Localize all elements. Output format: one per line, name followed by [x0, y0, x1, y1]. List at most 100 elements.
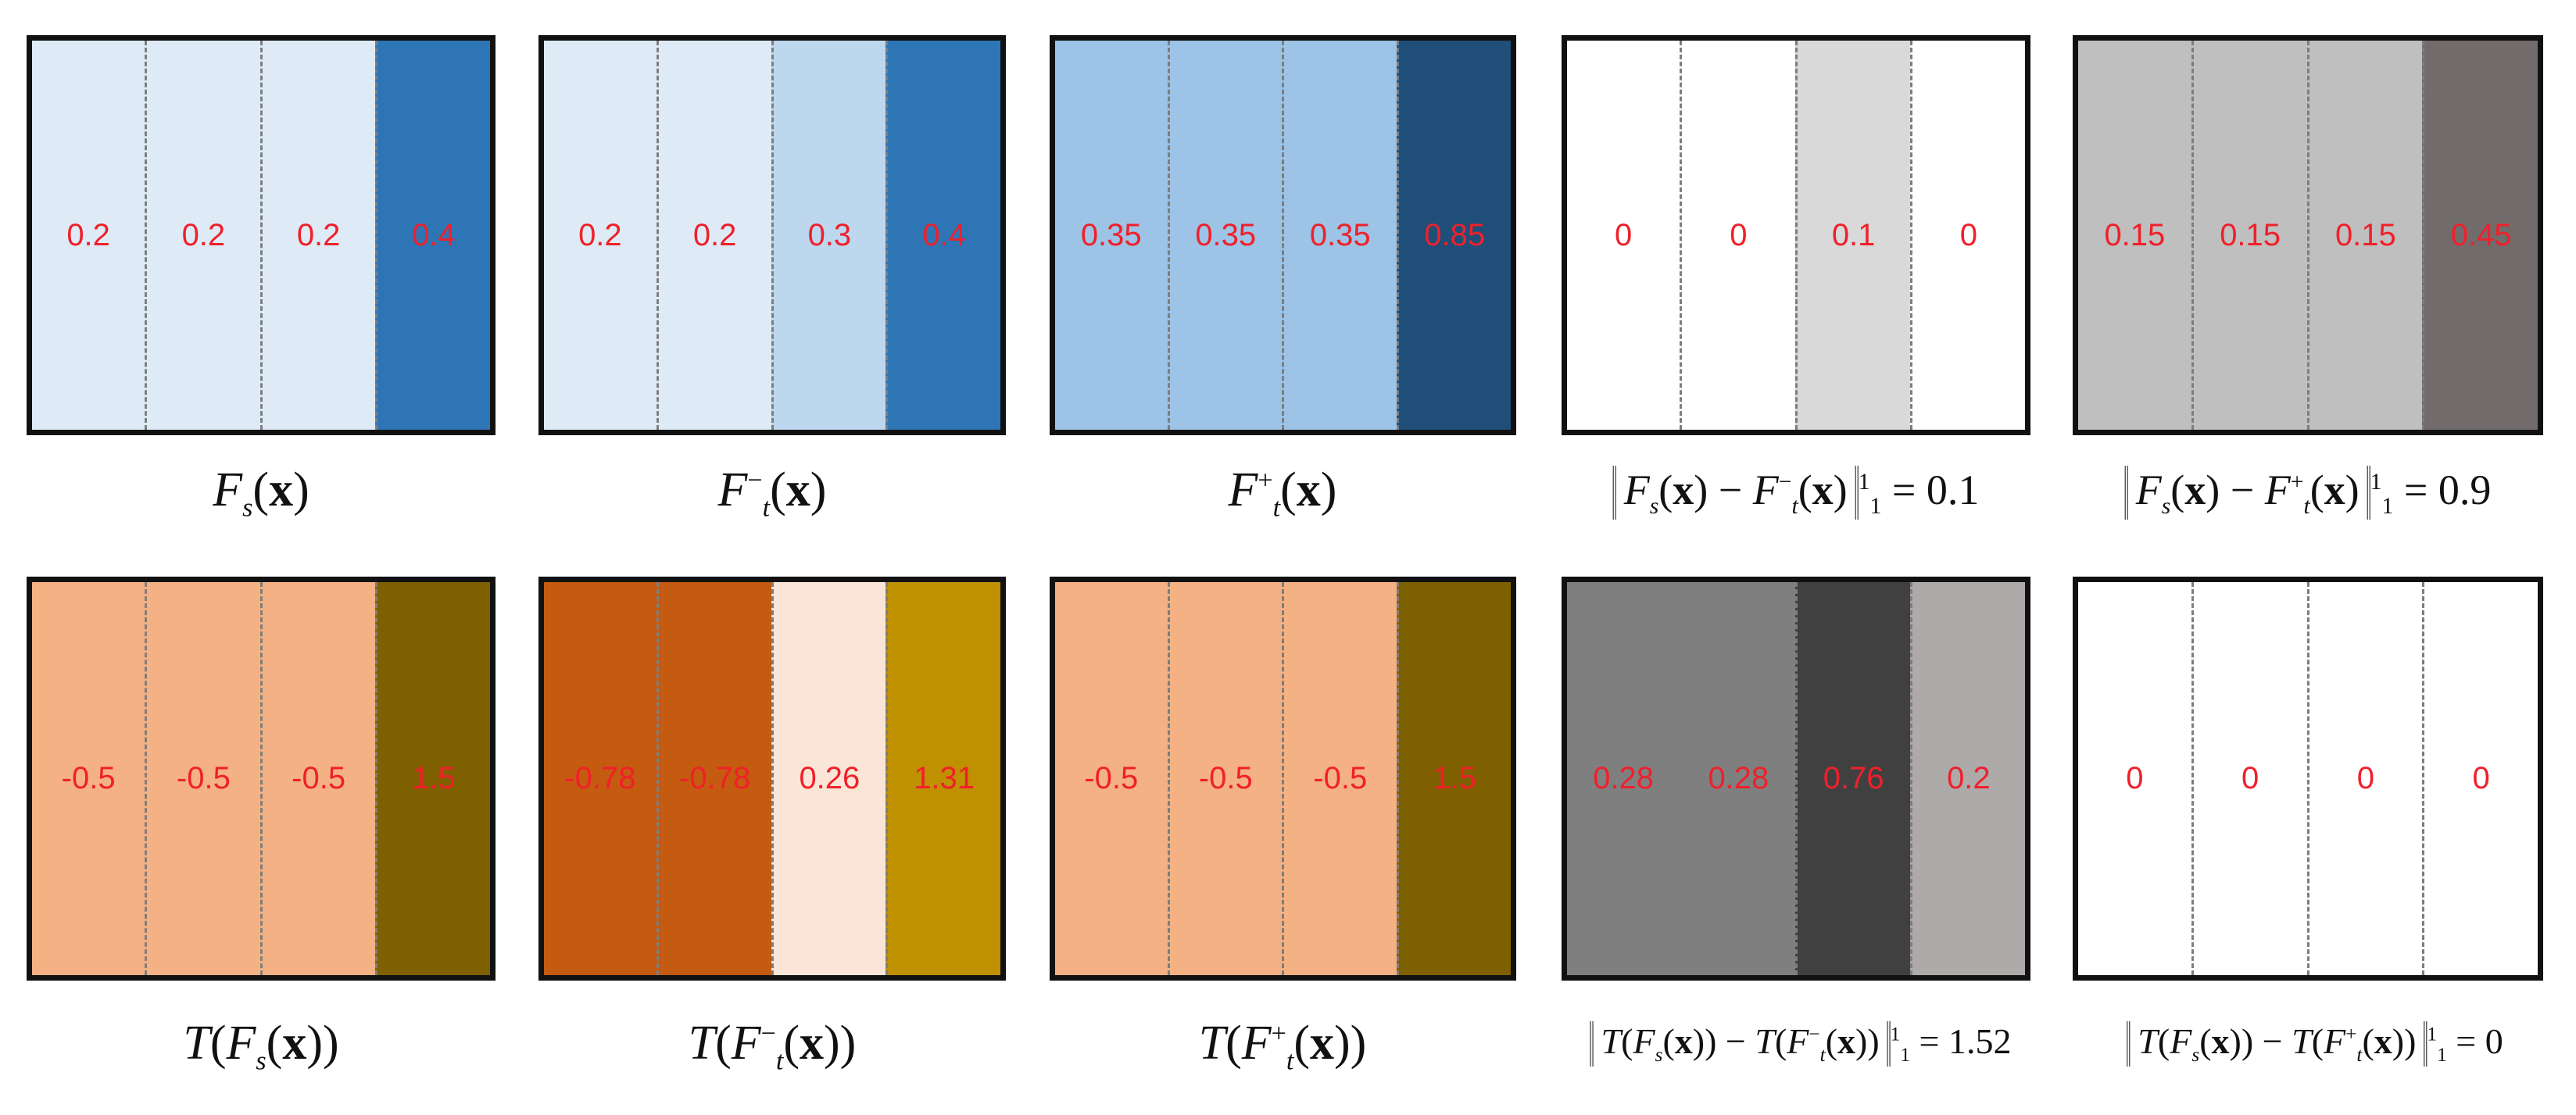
caption-norm-t-ftminus: T(Fs(x)) − T(F−t(x)) 11 = 1.52: [1590, 1020, 2011, 1067]
cell: 0: [2306, 582, 2423, 975]
caption-ft-minus: F−t(x): [717, 463, 827, 523]
cell-value: 0.45: [2450, 217, 2512, 252]
cell: 0.15: [2191, 41, 2307, 430]
cell: 0.76: [1794, 582, 1910, 975]
cell-value: 0: [2241, 761, 2259, 795]
cell: 0.2: [544, 41, 657, 430]
cell: 0.15: [2078, 41, 2191, 430]
cell: 1.31: [886, 582, 1000, 975]
cell-value: 0.2: [66, 217, 110, 252]
cell: 0: [2191, 582, 2307, 975]
cell: 0.2: [259, 41, 375, 430]
cell-value: 0.2: [692, 217, 737, 252]
panel-ft-plus: 0.35 0.35 0.35 0.85: [1050, 35, 1516, 435]
panel-ft-minus: 0.2 0.2 0.3 0.4: [538, 35, 1006, 435]
cell-value: 0: [2472, 761, 2490, 795]
cell: 0.45: [2422, 41, 2538, 430]
cell: -0.5: [259, 582, 375, 975]
cell-value: 0.35: [1195, 217, 1257, 252]
cell-value: 0.2: [296, 217, 341, 252]
cell-value: 0: [2126, 761, 2144, 795]
caption-t-ftplus: T(F+t(x)): [1198, 1017, 1367, 1076]
cell: 0.28: [1680, 582, 1795, 975]
cell: 0.26: [771, 582, 886, 975]
cell-value: -0.78: [564, 761, 636, 795]
cell-value: -0.5: [1198, 761, 1253, 795]
cell: 0: [2422, 582, 2538, 975]
cell-value: -0.78: [679, 761, 751, 795]
cell: 0.15: [2306, 41, 2423, 430]
cell-value: 0.26: [799, 761, 860, 795]
cell-value: 0.4: [922, 217, 966, 252]
cell: 0: [1680, 41, 1795, 430]
cell-value: 0.15: [2220, 217, 2281, 252]
panel-t-ftplus: -0.5 -0.5 -0.5 1.5: [1050, 577, 1516, 981]
cell: 0.28: [1567, 582, 1680, 975]
cell: -0.78: [656, 582, 771, 975]
cell: 0.2: [1909, 582, 2025, 975]
cell-value: 0.15: [2104, 217, 2166, 252]
cell: -0.5: [1055, 582, 1168, 975]
cell: 0.85: [1396, 41, 1511, 430]
cell-value: 0.4: [412, 217, 456, 252]
cell: 0.35: [1167, 41, 1282, 430]
cell: 1.5: [1396, 582, 1511, 975]
cell: 0.4: [374, 41, 490, 430]
cell: 1.5: [374, 582, 490, 975]
cell-value: 0.2: [181, 217, 226, 252]
cell: 0: [1909, 41, 2025, 430]
cell-value: 0: [1615, 217, 1633, 252]
cell-value: 0.15: [2334, 217, 2396, 252]
cell-value: -0.5: [1084, 761, 1139, 795]
cell-value: 0: [2356, 761, 2374, 795]
cell-value: 0.1: [1831, 217, 1876, 252]
caption-ft-plus: F+t(x): [1228, 463, 1337, 523]
cell-value: -0.5: [1313, 761, 1368, 795]
cell: -0.5: [1282, 582, 1397, 975]
cell: -0.5: [1167, 582, 1282, 975]
cell: 0.3: [771, 41, 886, 430]
cell: 0.4: [886, 41, 1000, 430]
cell-value: -0.5: [61, 761, 116, 795]
panel-diff-t-ftplus: 0 0 0 0: [2073, 577, 2543, 981]
caption-norm-fs-ftplus: Fs(x) − F+t(x) 11 = 0.9: [2124, 466, 2491, 520]
cell-value: 0.85: [1424, 217, 1486, 252]
cell: -0.5: [145, 582, 260, 975]
cell: 0.35: [1282, 41, 1397, 430]
panel-t-fs: -0.5 -0.5 -0.5 1.5: [27, 577, 496, 981]
cell-value: 0: [1730, 217, 1748, 252]
cell-value: -0.5: [176, 761, 231, 795]
cell: 0.1: [1794, 41, 1910, 430]
cell: 0: [2078, 582, 2191, 975]
caption-norm-fs-ftminus: Fs(x) − F−t(x) 11 = 0.1: [1612, 466, 1979, 520]
cell-value: 0.3: [807, 217, 852, 252]
caption-fs: Fs(x): [213, 463, 309, 523]
cell: -0.5: [32, 582, 145, 975]
panel-diff-t-ftminus: 0.28 0.28 0.76 0.2: [1562, 577, 2030, 981]
cell-value: 0.2: [1947, 761, 1991, 795]
cell: 0.2: [145, 41, 260, 430]
cell-value: 0.35: [1080, 217, 1142, 252]
cell-value: 0: [1959, 217, 1977, 252]
caption-t-ftminus: T(F−t(x)): [688, 1017, 857, 1076]
cell-value: 0.28: [1593, 761, 1655, 795]
cell-value: 1.31: [914, 761, 975, 795]
cell-value: 0.2: [578, 217, 622, 252]
cell: 0.2: [656, 41, 771, 430]
caption-norm-t-ftplus: T(Fs(x)) − T(F+t(x)) 11 = 0: [2127, 1020, 2503, 1067]
cell-value: 0.35: [1309, 217, 1371, 252]
cell: -0.78: [544, 582, 657, 975]
cell-value: 0.76: [1823, 761, 1884, 795]
cell-value: -0.5: [292, 761, 346, 795]
cell-value: 1.5: [1433, 761, 1477, 795]
panel-diff-fs-ftminus: 0 0 0.1 0: [1562, 35, 2030, 435]
cell-value: 0.28: [1708, 761, 1769, 795]
panel-diff-fs-ftplus: 0.15 0.15 0.15 0.45: [2073, 35, 2543, 435]
cell-value: 1.5: [412, 761, 456, 795]
cell: 0.35: [1055, 41, 1168, 430]
panel-t-ftminus: -0.78 -0.78 0.26 1.31: [538, 577, 1006, 981]
cell: 0: [1567, 41, 1680, 430]
caption-t-fs: T(Fs(x)): [183, 1017, 339, 1076]
cell: 0.2: [32, 41, 145, 430]
panel-fs: 0.2 0.2 0.2 0.4: [27, 35, 496, 435]
